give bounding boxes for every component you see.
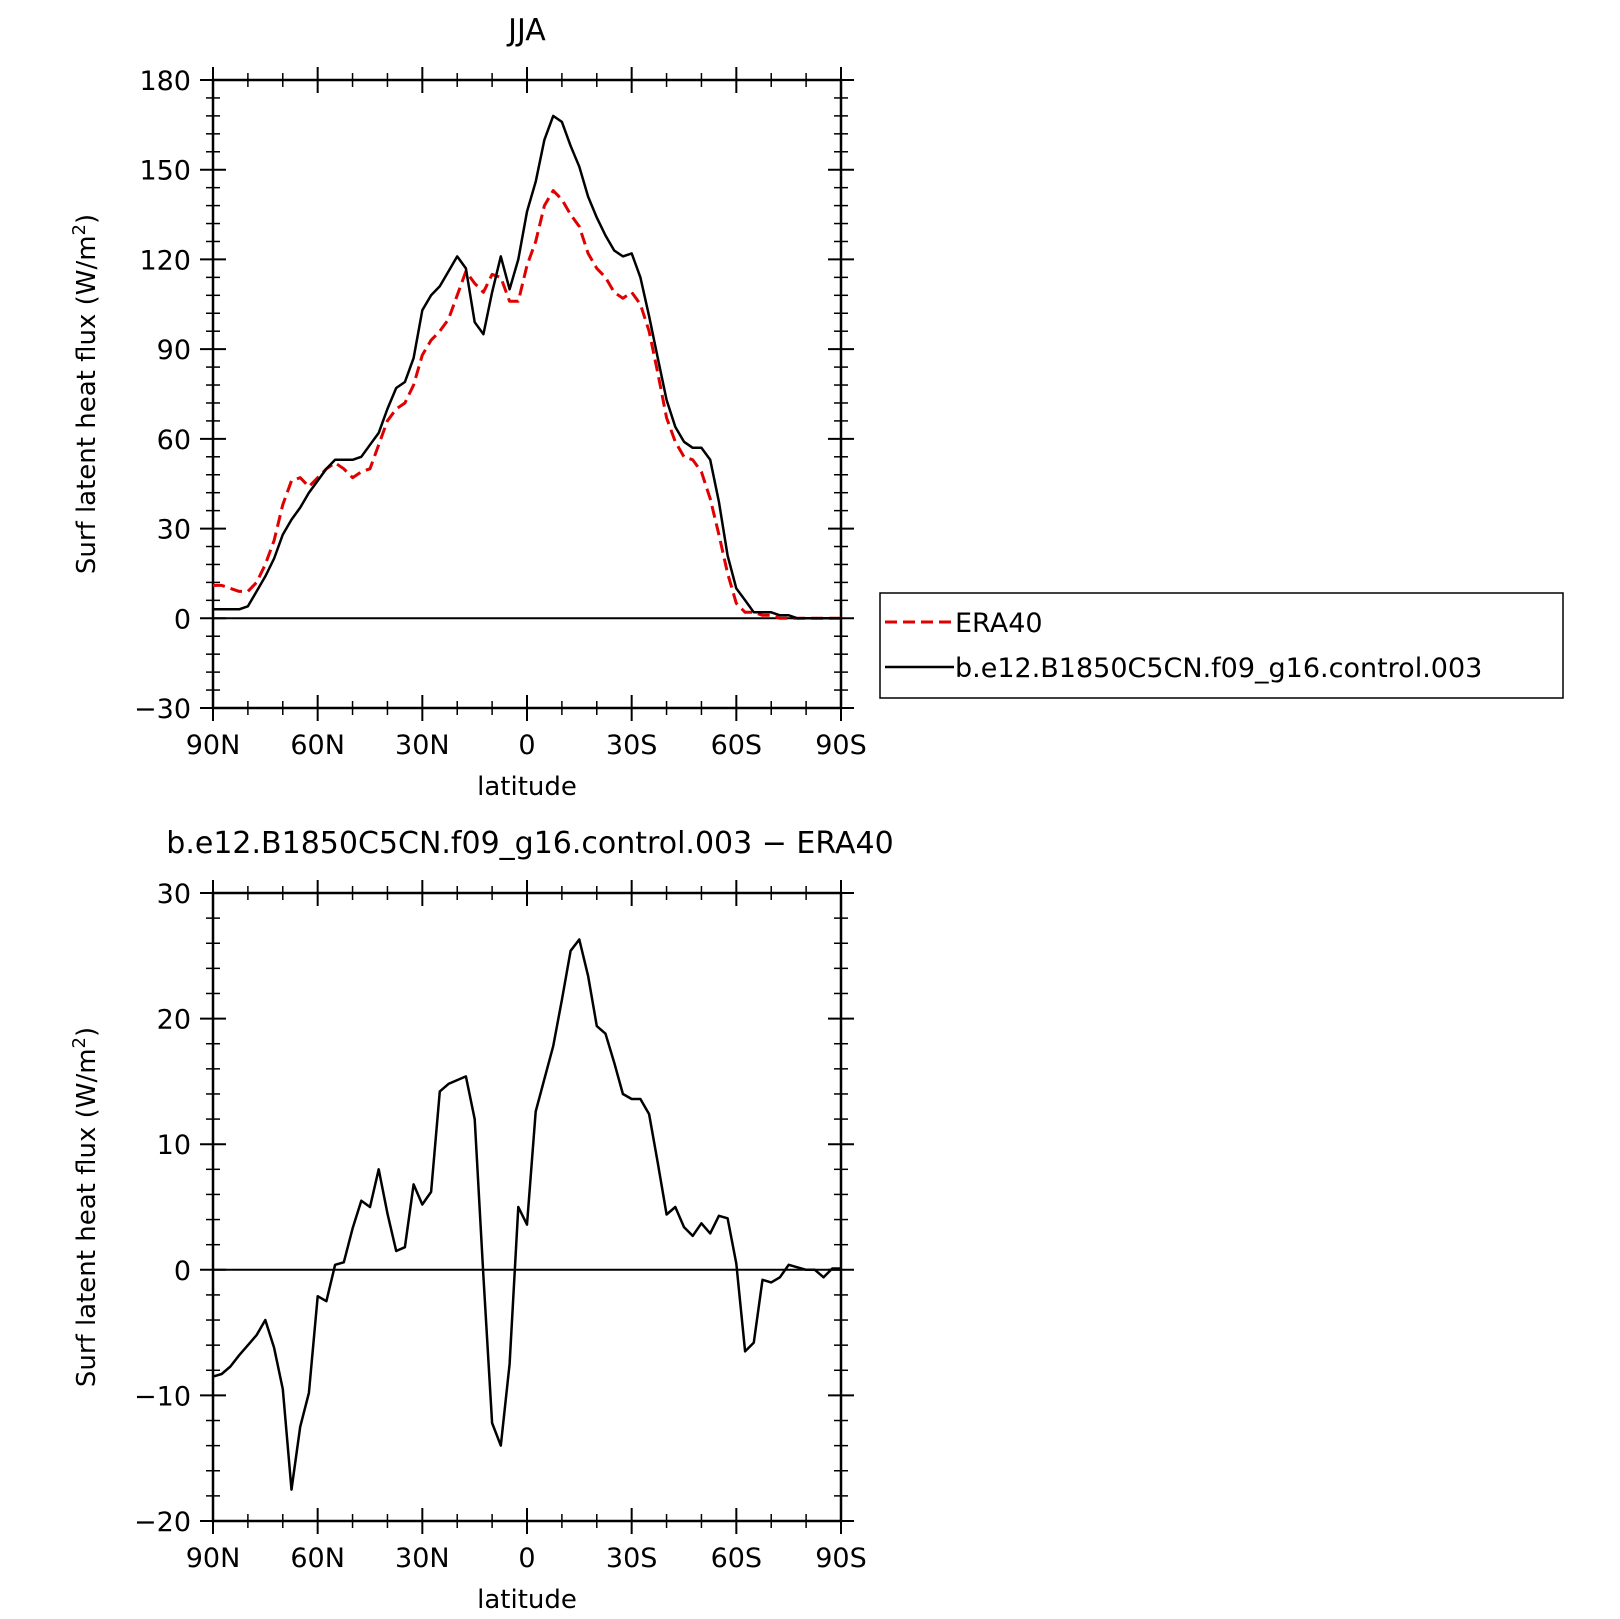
y-tick-label: 10 <box>157 1130 191 1161</box>
chart-title: b.e12.B1850C5CN.f09_g16.control.003 − ER… <box>166 826 893 861</box>
y-tick-label: 30 <box>157 515 191 546</box>
y-tick-label: 20 <box>157 1005 191 1036</box>
legend: ERA40 b.e12.B1850C5CN.f09_g16.control.00… <box>879 592 1564 699</box>
series-line-difference <box>212 938 841 1491</box>
x-tick-label: 90S <box>815 730 867 761</box>
x-tick-label: 0 <box>518 730 535 761</box>
y-tick-label: 120 <box>139 245 191 276</box>
x-tick-label: 30S <box>606 1543 658 1574</box>
x-tick-label: 60N <box>290 730 345 761</box>
bottom-panel-difference: b.e12.B1850C5CN.f09_g16.control.003 − ER… <box>69 826 894 1615</box>
y-axis-label-text: Surf latent heat flux (W/m <box>72 235 102 574</box>
x-tick-label: 90N <box>186 1543 241 1574</box>
chart-title: JJA <box>506 13 546 48</box>
y-axis-label-close: ) <box>72 214 102 224</box>
y-tick-labels: 30 20 10 0 −10 −20 <box>134 879 191 1538</box>
y-tick-label: −30 <box>134 694 191 725</box>
series-lines <box>212 938 841 1491</box>
x-axis-label: latitude <box>477 1585 577 1615</box>
axes-frame <box>200 880 854 1534</box>
y-tick-label: 0 <box>174 1256 191 1287</box>
y-axis-label-superscript: 2 <box>69 1037 90 1048</box>
plot-frame <box>211 891 843 1523</box>
legend-label-model: b.e12.B1850C5CN.f09_g16.control.003 <box>955 653 1482 684</box>
series-lines <box>213 114 841 620</box>
y-tick-labels: 180 150 120 90 60 30 0 −30 <box>134 66 191 725</box>
x-tick-label: 60S <box>711 730 763 761</box>
top-panel-jja: JJA 180 150 120 90 60 30 0 −30 90N 60N 30N 0 30S 60S… <box>69 13 867 802</box>
x-tick-label: 60N <box>290 1543 345 1574</box>
x-tick-label: 30S <box>606 730 658 761</box>
x-tick-label: 30N <box>395 730 450 761</box>
x-tick-labels: 90N 60N 30N 0 30S 60S 90S <box>186 1543 867 1574</box>
series-line-era40 <box>213 189 841 620</box>
y-tick-label: 90 <box>157 335 191 366</box>
y-axis-label: Surf latent heat flux (W/m2) <box>69 214 102 574</box>
x-tick-label: 30N <box>395 1543 450 1574</box>
x-tick-labels: 90N 60N 30N 0 30S 60S 90S <box>186 730 867 761</box>
y-axis-label-text: Surf latent heat flux (W/m <box>72 1048 102 1387</box>
x-tick-label: 90S <box>815 1543 867 1574</box>
y-tick-label: 60 <box>157 425 191 456</box>
legend-label-era40: ERA40 <box>955 608 1043 639</box>
series-line-b-e12-b1850c5cn-f09-g16-control-003 <box>213 114 841 620</box>
x-tick-label: 90N <box>186 730 241 761</box>
axes-frame <box>200 67 854 721</box>
legend-box <box>879 592 1564 699</box>
y-tick-label: 150 <box>139 156 191 187</box>
y-tick-label: −20 <box>134 1507 191 1538</box>
x-tick-label: 0 <box>518 1543 535 1574</box>
x-axis-label: latitude <box>477 772 577 802</box>
y-axis-label-superscript: 2 <box>69 224 90 235</box>
y-axis-label-close: ) <box>72 1027 102 1037</box>
x-tick-label: 60S <box>711 1543 763 1574</box>
y-axis-label: Surf latent heat flux (W/m2) <box>69 1027 102 1387</box>
y-tick-label: −10 <box>134 1381 191 1412</box>
y-tick-label: 0 <box>174 604 191 635</box>
y-tick-label: 180 <box>139 66 191 97</box>
y-tick-label: 30 <box>157 879 191 910</box>
